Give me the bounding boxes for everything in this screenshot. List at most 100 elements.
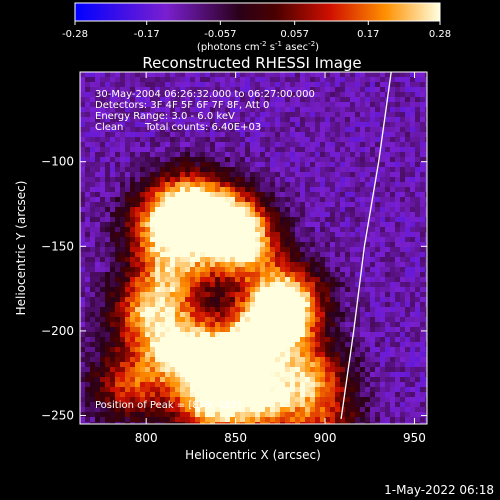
heatmap-cell [380,302,385,307]
heatmap-cell [230,182,235,187]
heatmap-cell [180,102,185,107]
heatmap-cell [260,397,265,402]
heatmap-cell [295,287,300,292]
heatmap-cell [315,172,320,177]
heatmap-cell [350,297,355,302]
heatmap-cell [275,212,280,217]
heatmap-cell [110,377,115,382]
heatmap-cell [415,332,420,337]
heatmap-cell [80,127,85,132]
heatmap-cell [150,417,155,422]
heatmap-cell [115,287,120,292]
heatmap-cell [210,197,215,202]
heatmap-cell [410,402,415,407]
heatmap-cell [245,342,250,347]
heatmap-cell [90,257,95,262]
heatmap-cell [100,227,105,232]
heatmap-cell [210,292,215,297]
heatmap-cell [105,72,110,77]
heatmap-cell [95,272,100,277]
heatmap-cell [180,87,185,92]
heatmap-cell [135,267,140,272]
heatmap-cell [425,247,427,252]
heatmap-cell [315,202,320,207]
heatmap-cell [80,342,85,347]
heatmap-cell [260,87,265,92]
heatmap-cell [125,352,130,357]
heatmap-cell [90,272,95,277]
heatmap-cell [405,367,410,372]
heatmap-cell [120,322,125,327]
heatmap-cell [180,367,185,372]
heatmap-cell [100,367,105,372]
heatmap-cell [180,202,185,207]
heatmap-cell [275,302,280,307]
heatmap-cell [95,352,100,357]
heatmap-cell [205,277,210,282]
heatmap-cell [180,137,185,142]
heatmap-cell [170,297,175,302]
heatmap-cell [265,187,270,192]
heatmap-cell [150,277,155,282]
heatmap-cell [395,407,400,412]
heatmap-cell [255,212,260,217]
heatmap-cell [305,192,310,197]
heatmap-cell [105,402,110,407]
heatmap-cell [340,92,345,97]
heatmap-cell [275,137,280,142]
heatmap-cell [130,272,135,277]
heatmap-cell [110,182,115,187]
heatmap-cell [105,362,110,367]
heatmap-cell [155,272,160,277]
heatmap-cell [225,202,230,207]
heatmap-cell [285,362,290,367]
heatmap-cell [390,177,395,182]
heatmap-cell [335,117,340,122]
heatmap-cell [385,237,390,242]
heatmap-cell [350,417,355,422]
heatmap-cell [425,162,427,167]
heatmap-cell [205,102,210,107]
heatmap-cell [155,352,160,357]
heatmap-cell [245,137,250,142]
heatmap-cell [230,322,235,327]
heatmap-cell [205,72,210,77]
heatmap-cell [355,82,360,87]
heatmap-cell [320,197,325,202]
heatmap-cell [380,262,385,267]
heatmap-cell [345,402,350,407]
heatmap-cell [110,252,115,257]
heatmap-cell [145,347,150,352]
heatmap-cell [175,177,180,182]
heatmap-cell [235,382,240,387]
heatmap-cell [335,127,340,132]
heatmap-cell [150,97,155,102]
heatmap-cell [385,252,390,257]
heatmap-cell [220,77,225,82]
heatmap-cell [335,347,340,352]
heatmap-cell [155,77,160,82]
heatmap-cell [400,87,405,92]
heatmap-cell [200,317,205,322]
heatmap-cell [175,87,180,92]
heatmap-cell [370,352,375,357]
heatmap-cell [255,387,260,392]
heatmap-cell [365,352,370,357]
heatmap-cell [415,202,420,207]
heatmap-cell [215,102,220,107]
heatmap-cell [310,97,315,102]
heatmap-cell [310,422,315,424]
heatmap-cell [225,312,230,317]
heatmap-cell [105,287,110,292]
heatmap-cell [335,137,340,142]
heatmap-cell [140,72,145,77]
heatmap-cell [135,392,140,397]
heatmap-cell [405,302,410,307]
heatmap-cell [195,187,200,192]
heatmap-cell [220,262,225,267]
heatmap-cell [230,242,235,247]
heatmap-cell [320,397,325,402]
heatmap-cell [90,317,95,322]
heatmap-cell [95,302,100,307]
heatmap-cell [270,362,275,367]
